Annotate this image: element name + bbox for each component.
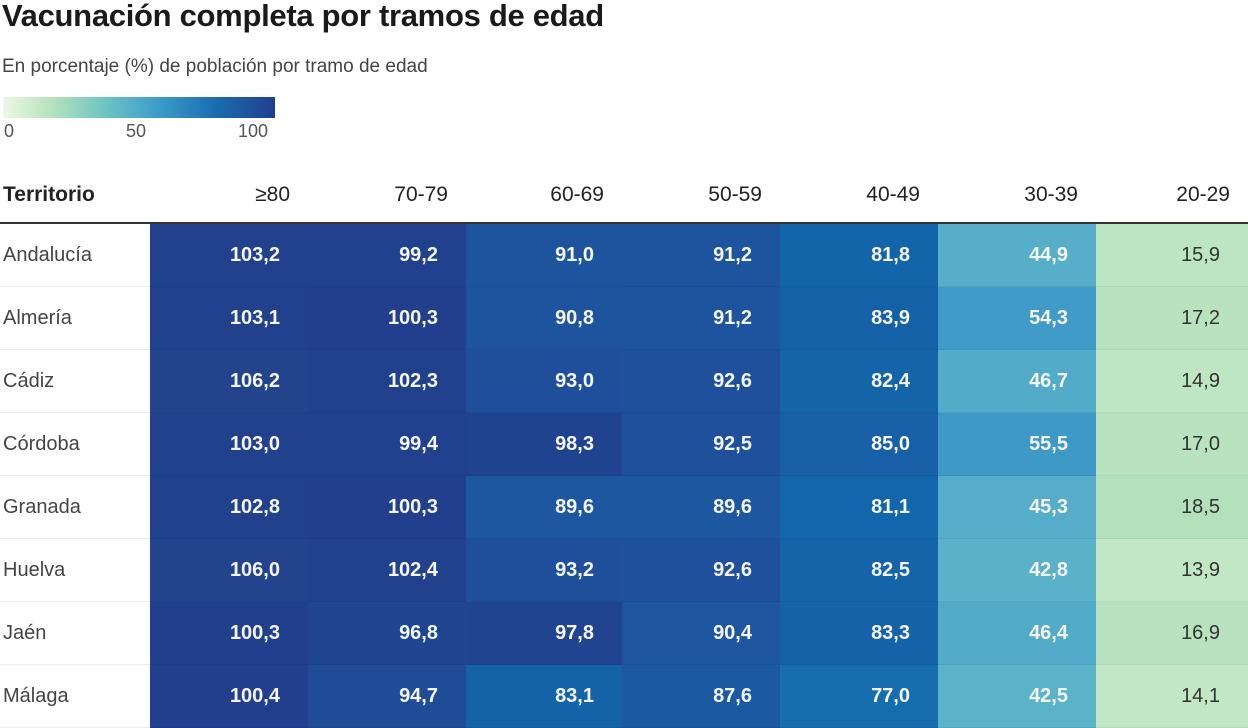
heatmap-cell: 90,8 [466,286,622,350]
heatmap-cell: 93,0 [466,349,622,413]
heatmap-cell: 87,6 [622,664,780,728]
heatmap-cell: 102,4 [308,538,466,602]
heatmap-cell: 91,0 [466,223,622,287]
table-row: Granada 102,8 100,3 89,6 89,6 81,1 45,3 18,5 [0,475,1248,539]
heatmap-cell: 92,6 [622,538,780,602]
heatmap-cell: 82,4 [780,349,938,413]
legend-tick-100: 100 [238,121,269,141]
heatmap-cell: 94,7 [308,664,466,728]
column-header[interactable]: ≥80 [150,168,308,224]
heatmap-cell: 17,0 [1096,412,1248,476]
heatmap-cell: 91,2 [622,223,780,287]
heatmap-cell: 92,5 [622,412,780,476]
heatmap-cell: 46,7 [938,349,1096,413]
heatmap-cell: 97,8 [466,601,622,665]
table-row: Cádiz 106,2 102,3 93,0 92,6 82,4 46,7 14,9 [0,349,1248,413]
heatmap-cell: 99,4 [308,412,466,476]
heatmap-cell: 100,3 [150,601,308,665]
heatmap-cell: 15,9 [1096,223,1248,287]
heatmap-cell: 17,2 [1096,286,1248,350]
row-label: Cádiz [0,349,150,413]
column-header[interactable]: 40-49 [780,168,938,224]
heatmap-cell: 106,0 [150,538,308,602]
row-label: Andalucía [0,223,150,287]
table-row: Córdoba 103,0 99,4 98,3 92,5 85,0 55,5 17,0 [0,412,1248,476]
heatmap-cell: 83,1 [466,664,622,728]
column-header[interactable]: 70-79 [308,168,466,224]
heatmap-cell: 100,3 [308,475,466,539]
table-row: Huelva 106,0 102,4 93,2 92,6 82,5 42,8 13,9 [0,538,1248,602]
heatmap-cell: 46,4 [938,601,1096,665]
color-legend-bar [3,97,275,118]
legend-tick-50: 50 [126,121,147,141]
heatmap-cell: 100,3 [308,286,466,350]
heatmap-cell: 82,5 [780,538,938,602]
row-label: Córdoba [0,412,150,476]
heatmap-cell: 45,3 [938,475,1096,539]
header-row: Territorio ≥80 70-79 60-69 50-59 40-49 3… [0,168,1248,224]
row-label: Granada [0,475,150,539]
heatmap-cell: 99,2 [308,223,466,287]
heatmap-cell: 54,3 [938,286,1096,350]
heatmap-cell: 89,6 [466,475,622,539]
heatmap-cell: 103,1 [150,286,308,350]
heatmap-cell: 85,0 [780,412,938,476]
chart-title: Vacunación completa por tramos de edad [2,0,604,33]
heatmap-cell: 77,0 [780,664,938,728]
heatmap-cell: 90,4 [622,601,780,665]
table-row: Andalucía 103,2 99,2 91,0 91,2 81,8 44,9 15,9 [0,223,1248,287]
table-row: Málaga 100,4 94,7 83,1 87,6 77,0 42,5 14,1 [0,664,1248,728]
table-row: Jaén 100,3 96,8 97,8 90,4 83,3 46,4 16,9 [0,601,1248,665]
heatmap-cell: 44,9 [938,223,1096,287]
heatmap-cell: 102,3 [308,349,466,413]
column-header[interactable]: 50-59 [622,168,780,224]
heatmap-cell: 42,8 [938,538,1096,602]
legend-tick-0: 0 [4,121,15,141]
column-header[interactable]: 20-29 [1096,168,1248,224]
heatmap-cell: 14,1 [1096,664,1248,728]
heatmap-cell: 92,6 [622,349,780,413]
heatmap-cell: 103,2 [150,223,308,287]
heatmap-cell: 55,5 [938,412,1096,476]
heatmap-cell: 106,2 [150,349,308,413]
row-label: Málaga [0,664,150,728]
heatmap-cell: 18,5 [1096,475,1248,539]
heatmap-cell: 81,1 [780,475,938,539]
heatmap-cell: 13,9 [1096,538,1248,602]
heatmap-cell: 91,2 [622,286,780,350]
heatmap-cell: 98,3 [466,412,622,476]
chart-subtitle: En porcentaje (%) de población por tramo… [2,56,428,77]
table-row: Almería 103,1 100,3 90,8 91,2 83,9 54,3 17,2 [0,286,1248,350]
heatmap-cell: 16,9 [1096,601,1248,665]
heatmap-table: Territorio ≥80 70-79 60-69 50-59 40-49 3… [0,168,1248,728]
column-header[interactable]: 60-69 [466,168,622,224]
heatmap-cell: 83,3 [780,601,938,665]
heatmap-cell: 93,2 [466,538,622,602]
column-header[interactable]: 30-39 [938,168,1096,224]
heatmap-cell: 14,9 [1096,349,1248,413]
row-label: Jaén [0,601,150,665]
heatmap-cell: 83,9 [780,286,938,350]
heatmap-cell: 100,4 [150,664,308,728]
row-label: Almería [0,286,150,350]
column-header-territorio[interactable]: Territorio [0,168,150,224]
heatmap-cell: 103,0 [150,412,308,476]
heatmap-cell: 81,8 [780,223,938,287]
heatmap-cell: 102,8 [150,475,308,539]
heatmap-cell: 42,5 [938,664,1096,728]
row-label: Huelva [0,538,150,602]
heatmap-cell: 89,6 [622,475,780,539]
heatmap-cell: 96,8 [308,601,466,665]
